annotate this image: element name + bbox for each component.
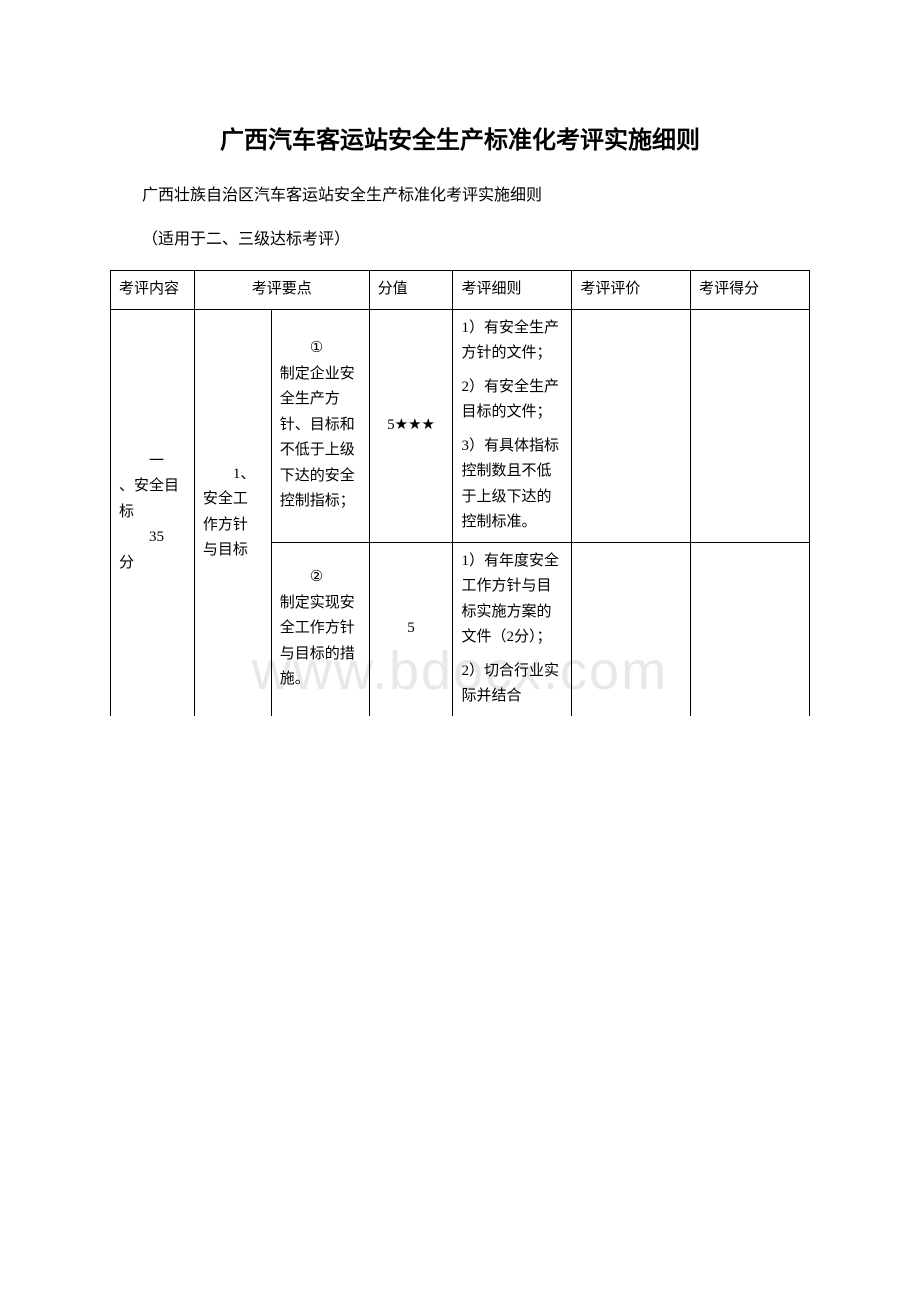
header-content: 考评内容 bbox=[111, 271, 195, 310]
d1-num: 1） bbox=[461, 320, 484, 336]
cell-detail-2: 1）有年度安全工作方针与目标实施方案的文件（2分）； 2）切合行业实际并结合 bbox=[453, 542, 572, 716]
page-title: 广西汽车客运站安全生产标准化考评实施细则 bbox=[110, 120, 810, 155]
d21-num: 1） bbox=[461, 553, 484, 569]
subtitle-text: 广西壮族自治区汽车客运站安全生产标准化考评实施细则 bbox=[110, 183, 810, 209]
d2-num: 2） bbox=[461, 379, 484, 395]
cell-point-sub-2: ② 制定实现安全工作方针与目标的措施。 bbox=[271, 542, 369, 716]
sub2-num: ② bbox=[280, 565, 361, 591]
point-main-num: 1、 bbox=[203, 462, 263, 488]
cell-got-1 bbox=[691, 309, 810, 542]
content-text-part1: 一 bbox=[119, 449, 186, 475]
evaluation-table: 考评内容 考评要点 分值 考评细则 考评评价 考评得分 一 、安全目标 35 分… bbox=[110, 270, 810, 716]
cell-point-main: 1、 安全工作方针与目标 bbox=[194, 309, 271, 716]
sub1-text: 制定企业安全生产方针、目标和不低于上级下达的安全控制指标； bbox=[280, 362, 361, 515]
cell-point-sub-1: ① 制定企业安全生产方针、目标和不低于上级下达的安全控制指标； bbox=[271, 309, 369, 542]
cell-content: 一 、安全目标 35 分 bbox=[111, 309, 195, 716]
content-text-part2: 、安全目标 bbox=[119, 474, 186, 525]
header-detail: 考评细则 bbox=[453, 271, 572, 310]
header-score: 分值 bbox=[369, 271, 453, 310]
applicable-text: （适用于二、三级达标考评） bbox=[110, 227, 810, 253]
content-text-part4: 分 bbox=[119, 551, 186, 577]
point-main-text: 安全工作方针与目标 bbox=[203, 487, 263, 564]
cell-score-1: 5★★★ bbox=[369, 309, 453, 542]
table-row: 一 、安全目标 35 分 1、 安全工作方针与目标 ① 制定企业安全生产方针、目… bbox=[111, 309, 810, 542]
sub1-num: ① bbox=[280, 336, 361, 362]
cell-got-2 bbox=[691, 542, 810, 716]
cell-eval-1 bbox=[572, 309, 691, 542]
header-eval: 考评评价 bbox=[572, 271, 691, 310]
header-got: 考评得分 bbox=[691, 271, 810, 310]
content-text-part3: 35 bbox=[119, 525, 186, 551]
header-points: 考评要点 bbox=[194, 271, 369, 310]
document-content: 广西汽车客运站安全生产标准化考评实施细则 广西壮族自治区汽车客运站安全生产标准化… bbox=[110, 120, 810, 716]
table-header-row: 考评内容 考评要点 分值 考评细则 考评评价 考评得分 bbox=[111, 271, 810, 310]
cell-detail-1: 1）有安全生产方针的文件； 2）有安全生产目标的文件； 3）有具体指标控制数且不… bbox=[453, 309, 572, 542]
cell-score-2: 5 bbox=[369, 542, 453, 716]
d3-num: 3） bbox=[461, 438, 484, 454]
d22-num: 2） bbox=[461, 663, 484, 679]
cell-eval-2 bbox=[572, 542, 691, 716]
sub2-text: 制定实现安全工作方针与目标的措施。 bbox=[280, 591, 361, 693]
